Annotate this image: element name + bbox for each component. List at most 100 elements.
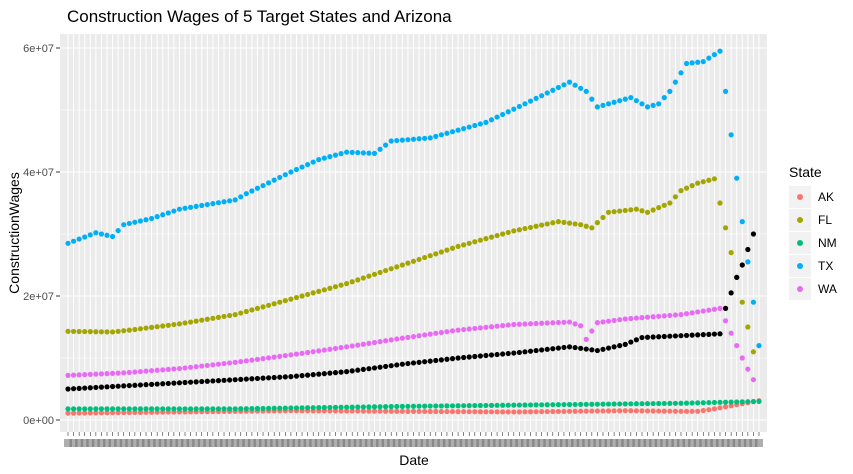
x-tick-label-glyph <box>247 439 256 447</box>
x-tick-label-glyph <box>476 439 485 447</box>
data-point <box>466 326 472 332</box>
x-tick-label-glyph <box>303 439 312 447</box>
data-point <box>695 309 701 315</box>
data-point <box>316 157 322 163</box>
data-point <box>93 406 99 412</box>
data-point <box>533 409 539 415</box>
data-point <box>516 349 522 356</box>
data-point <box>199 317 205 323</box>
data-point <box>628 339 634 345</box>
data-point <box>199 406 205 412</box>
data-point <box>65 410 71 416</box>
data-point <box>254 185 261 191</box>
data-point <box>433 403 439 409</box>
data-point <box>422 254 428 261</box>
data-point <box>477 121 483 127</box>
data-point <box>739 399 745 405</box>
data-point <box>566 220 573 226</box>
data-point <box>282 374 288 380</box>
data-point <box>544 408 550 415</box>
data-point <box>76 236 82 242</box>
x-tick-label-glyph <box>337 439 346 447</box>
data-point <box>583 223 589 229</box>
data-point <box>70 406 77 412</box>
data-point <box>605 408 612 414</box>
data-point <box>405 260 411 266</box>
data-point <box>455 403 461 409</box>
legend-swatch <box>797 263 803 269</box>
data-point <box>639 334 645 341</box>
data-point <box>82 328 88 335</box>
data-point <box>238 376 244 382</box>
data-point <box>695 332 701 338</box>
data-point <box>667 333 673 339</box>
data-point <box>254 375 261 382</box>
data-point <box>494 114 500 120</box>
x-tick-label-glyph <box>236 439 245 447</box>
y-axis-ticks: 0e+00 2e+07 4e+07 6e+07 <box>23 43 60 427</box>
data-point <box>461 354 467 361</box>
data-point <box>366 366 372 372</box>
x-tick-label-glyph <box>103 439 112 447</box>
data-point <box>148 381 155 387</box>
data-point <box>416 256 422 263</box>
data-point <box>394 137 400 144</box>
data-point <box>494 351 500 358</box>
data-point <box>617 317 623 323</box>
data-point <box>383 142 389 148</box>
data-point <box>717 405 723 411</box>
data-point <box>728 290 734 296</box>
x-tick-label-glyph <box>465 439 474 447</box>
data-point <box>366 150 372 156</box>
x-tick-label-glyph <box>119 439 128 447</box>
x-tick-label-glyph <box>593 439 602 447</box>
data-point <box>210 406 216 412</box>
data-point <box>93 410 99 416</box>
data-point <box>444 130 450 136</box>
data-point <box>611 317 617 324</box>
x-tick-label-glyph <box>325 439 334 447</box>
data-point <box>422 359 428 365</box>
x-tick-label-glyph <box>69 439 78 447</box>
x-tick-label-glyph <box>532 439 541 447</box>
data-point <box>433 251 439 257</box>
data-point <box>500 231 506 237</box>
data-point <box>165 210 171 216</box>
data-point <box>126 220 132 227</box>
data-point <box>461 126 467 132</box>
data-point <box>617 401 623 407</box>
data-point <box>628 408 634 414</box>
x-tick-label-glyph <box>253 439 262 447</box>
data-point <box>371 365 378 371</box>
data-point <box>483 402 489 409</box>
data-point <box>410 403 417 409</box>
data-point <box>176 380 183 386</box>
data-point <box>388 363 394 369</box>
x-tick-label-glyph <box>164 439 173 447</box>
data-point <box>533 347 539 354</box>
data-point <box>449 245 456 251</box>
data-point <box>76 410 82 416</box>
data-point <box>717 48 723 54</box>
x-tick-label-glyph <box>493 439 502 447</box>
x-tick-label-glyph <box>543 439 552 447</box>
data-point <box>522 349 528 355</box>
data-point <box>661 313 667 319</box>
data-point <box>706 307 712 313</box>
data-point <box>550 402 556 408</box>
x-tick-label-glyph <box>587 439 596 447</box>
data-point <box>199 202 205 209</box>
data-point <box>388 403 394 410</box>
data-point <box>87 371 93 377</box>
data-point <box>449 129 456 135</box>
x-tick-label-glyph <box>136 439 145 447</box>
data-point <box>500 323 506 329</box>
data-point <box>494 232 500 239</box>
x-tick-label-glyph <box>381 439 390 447</box>
data-point <box>321 404 327 411</box>
data-point <box>332 284 339 290</box>
x-tick-label-glyph <box>576 439 585 447</box>
data-point <box>706 407 712 413</box>
data-point <box>143 406 149 412</box>
data-point <box>594 347 600 354</box>
